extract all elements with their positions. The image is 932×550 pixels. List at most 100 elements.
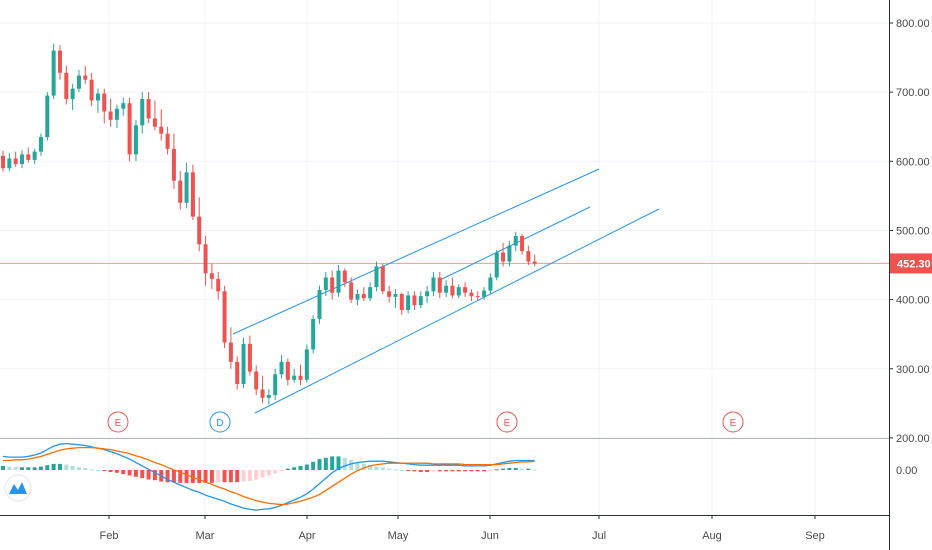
candle[interactable] [526, 245, 531, 266]
candle[interactable] [165, 126, 170, 155]
candle-body [532, 261, 537, 264]
candle[interactable] [450, 277, 455, 299]
candle[interactable] [532, 254, 537, 267]
candle[interactable] [38, 133, 43, 156]
candle[interactable] [444, 280, 449, 297]
candle[interactable] [184, 162, 189, 209]
candle[interactable] [19, 150, 24, 169]
candle[interactable] [431, 271, 436, 297]
candle[interactable] [76, 70, 81, 93]
candle[interactable] [64, 65, 69, 105]
candle[interactable] [13, 151, 18, 167]
candle[interactable] [361, 287, 366, 301]
candle-body [140, 99, 145, 126]
candle[interactable] [152, 100, 157, 131]
candle[interactable] [298, 364, 303, 386]
trend-line[interactable] [254, 208, 660, 414]
time-axis[interactable]: Feb Mar Apr May Jun Jul Aug Sep [100, 515, 825, 542]
candle[interactable] [235, 356, 240, 390]
candle[interactable] [247, 335, 252, 376]
candle[interactable] [342, 268, 347, 288]
candle[interactable] [146, 92, 151, 124]
candle[interactable] [330, 270, 335, 300]
candle[interactable] [70, 83, 75, 111]
candle[interactable] [469, 289, 474, 301]
candle[interactable] [228, 327, 233, 369]
candle[interactable] [437, 271, 442, 299]
candle[interactable] [26, 147, 31, 163]
candle[interactable] [387, 285, 392, 303]
candle[interactable] [513, 231, 518, 252]
candle-series[interactable] [1, 43, 537, 405]
candle[interactable] [463, 282, 468, 297]
candle[interactable] [456, 284, 461, 299]
candle[interactable] [254, 365, 259, 396]
candle[interactable] [57, 45, 62, 80]
candle[interactable] [266, 389, 271, 405]
candle[interactable] [380, 263, 385, 295]
candle[interactable] [475, 291, 480, 301]
candle[interactable] [140, 92, 145, 134]
candle[interactable] [108, 99, 113, 127]
candle[interactable] [399, 292, 404, 315]
candle[interactable] [488, 273, 493, 295]
candle[interactable] [178, 170, 183, 210]
candle[interactable] [425, 285, 430, 304]
candle[interactable] [32, 148, 37, 165]
candle[interactable] [241, 337, 246, 389]
candle[interactable] [418, 291, 423, 308]
candle[interactable] [133, 119, 138, 162]
candle[interactable] [127, 97, 132, 162]
candle[interactable] [216, 271, 221, 300]
candle[interactable] [520, 233, 525, 255]
candle[interactable] [190, 164, 195, 221]
candle[interactable] [171, 133, 176, 189]
candle[interactable] [83, 65, 88, 84]
candle[interactable] [501, 242, 506, 267]
candle[interactable] [222, 285, 227, 349]
candle[interactable] [317, 285, 322, 324]
candle[interactable] [102, 88, 107, 124]
earnings-badge[interactable]: E [722, 411, 744, 433]
earnings-badge[interactable]: E [107, 411, 129, 433]
candle[interactable] [260, 375, 265, 404]
candle[interactable] [203, 235, 208, 286]
candle[interactable] [51, 43, 56, 100]
macd-hist-bar [399, 470, 404, 471]
candle[interactable] [323, 271, 328, 297]
candle[interactable] [482, 287, 487, 300]
candle[interactable] [197, 197, 202, 252]
candle[interactable] [311, 314, 316, 354]
candle[interactable] [393, 289, 398, 308]
price-axis[interactable]: 200.00 300.00 400.00 500.00 600.00 700.00 800.… [889, 18, 930, 445]
candle[interactable] [95, 88, 100, 113]
candle[interactable] [159, 109, 164, 141]
candle[interactable] [89, 72, 94, 106]
candle[interactable] [7, 153, 12, 171]
candle[interactable] [412, 291, 417, 310]
candle[interactable] [374, 261, 379, 292]
candle[interactable] [279, 354, 284, 379]
candle[interactable] [406, 291, 411, 314]
candle[interactable] [114, 104, 119, 129]
dividend-badge[interactable]: D [209, 411, 231, 433]
candle[interactable] [1, 150, 5, 172]
candle[interactable] [507, 240, 512, 267]
trend-line[interactable] [232, 168, 600, 335]
candle[interactable] [368, 282, 373, 301]
candle[interactable] [336, 265, 341, 297]
candle[interactable] [349, 277, 354, 304]
tradingview-logo[interactable] [4, 474, 32, 502]
earnings-badge[interactable]: E [496, 411, 518, 433]
candle[interactable] [45, 92, 50, 141]
candle[interactable] [292, 368, 297, 383]
candle[interactable] [355, 289, 360, 306]
candle[interactable] [494, 249, 499, 281]
candle[interactable] [121, 97, 126, 116]
candle[interactable] [273, 368, 278, 400]
candle[interactable] [209, 263, 214, 290]
candle[interactable] [304, 344, 309, 383]
candle[interactable] [285, 358, 290, 386]
